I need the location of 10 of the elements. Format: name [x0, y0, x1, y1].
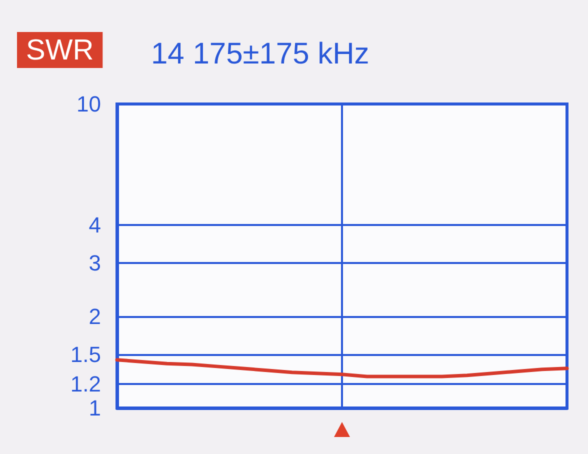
y-tick-label: 1.5: [70, 342, 101, 367]
y-tick-label: 1: [88, 396, 101, 420]
y-tick-label: 4: [88, 212, 101, 238]
chart-subtitle: 14 175±175 kHz: [151, 38, 370, 70]
y-tick-label: 2: [88, 304, 101, 329]
y-tick-label: 1.2: [70, 371, 101, 396]
chart-title: SWR: [26, 34, 94, 66]
y-tick-label: 10: [76, 92, 101, 116]
y-tick-label: 3: [88, 250, 101, 276]
line-series: [115, 358, 569, 378]
